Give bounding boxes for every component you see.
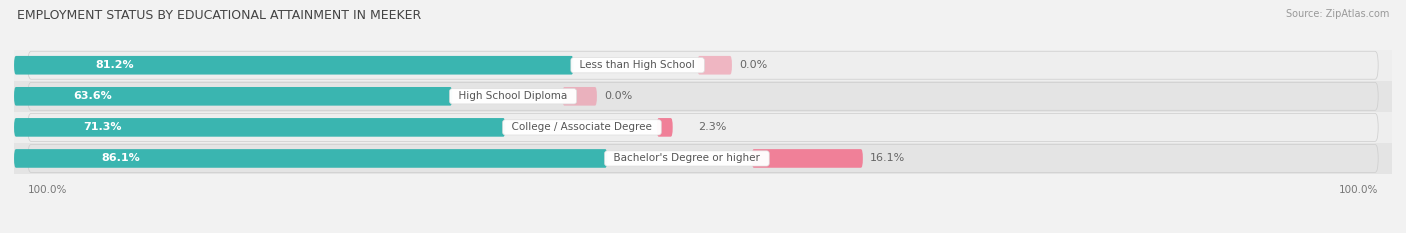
Text: Less than High School: Less than High School bbox=[574, 60, 702, 70]
Text: 16.1%: 16.1% bbox=[870, 154, 905, 163]
Bar bbox=[14, 143, 1392, 174]
FancyBboxPatch shape bbox=[752, 149, 863, 168]
FancyBboxPatch shape bbox=[28, 51, 1378, 79]
FancyBboxPatch shape bbox=[562, 87, 598, 106]
FancyBboxPatch shape bbox=[14, 56, 574, 75]
FancyBboxPatch shape bbox=[14, 118, 505, 137]
FancyBboxPatch shape bbox=[28, 144, 1378, 172]
Bar bbox=[14, 112, 1392, 143]
Text: 100.0%: 100.0% bbox=[28, 185, 67, 195]
Bar bbox=[14, 81, 1392, 112]
Text: EMPLOYMENT STATUS BY EDUCATIONAL ATTAINMENT IN MEEKER: EMPLOYMENT STATUS BY EDUCATIONAL ATTAINM… bbox=[17, 9, 422, 22]
FancyBboxPatch shape bbox=[14, 149, 607, 168]
FancyBboxPatch shape bbox=[697, 56, 733, 75]
Text: 2.3%: 2.3% bbox=[699, 122, 727, 132]
Bar bbox=[14, 50, 1392, 81]
FancyBboxPatch shape bbox=[28, 113, 1378, 141]
FancyBboxPatch shape bbox=[14, 87, 453, 106]
Text: 81.2%: 81.2% bbox=[96, 60, 134, 70]
Text: College / Associate Degree: College / Associate Degree bbox=[505, 122, 658, 132]
Text: 0.0%: 0.0% bbox=[738, 60, 768, 70]
FancyBboxPatch shape bbox=[657, 118, 672, 137]
Text: 100.0%: 100.0% bbox=[1339, 185, 1378, 195]
Text: 63.6%: 63.6% bbox=[73, 91, 112, 101]
FancyBboxPatch shape bbox=[28, 82, 1378, 110]
Text: Source: ZipAtlas.com: Source: ZipAtlas.com bbox=[1285, 9, 1389, 19]
Text: Bachelor's Degree or higher: Bachelor's Degree or higher bbox=[607, 154, 766, 163]
Text: High School Diploma: High School Diploma bbox=[453, 91, 574, 101]
Text: 86.1%: 86.1% bbox=[101, 154, 141, 163]
Text: 71.3%: 71.3% bbox=[83, 122, 122, 132]
Text: 0.0%: 0.0% bbox=[603, 91, 633, 101]
